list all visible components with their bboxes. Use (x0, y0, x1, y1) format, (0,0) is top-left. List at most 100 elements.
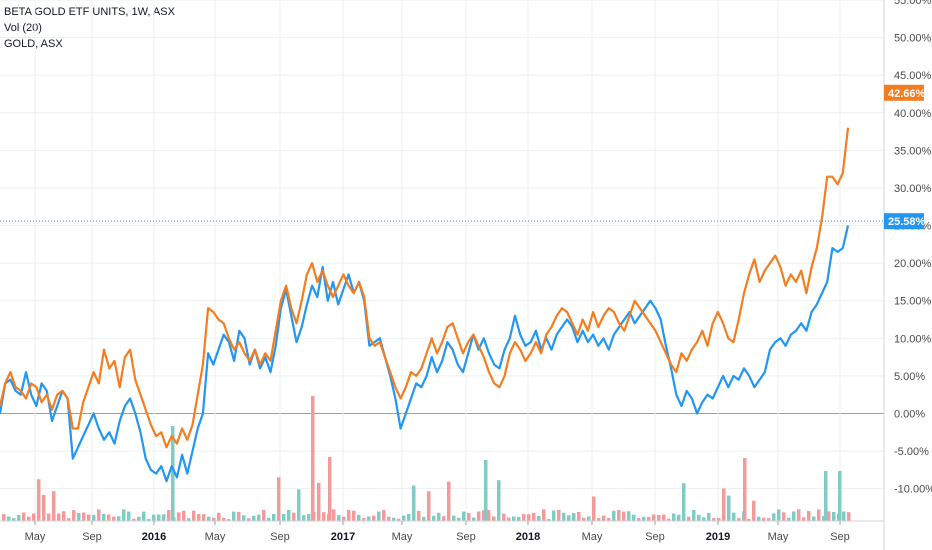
volume-bar (542, 509, 546, 521)
y-tick-label: -10.00% (894, 484, 932, 496)
y-tick-label: 10.00% (894, 333, 932, 345)
volume-bar (182, 510, 186, 521)
volume-bar (687, 516, 691, 521)
volume-bar (652, 514, 656, 521)
x-tick-label: May (768, 531, 789, 543)
legend-symbol: BETA GOLD ETF UNITS, 1W, ASX (4, 6, 175, 18)
volume-bar (532, 512, 536, 521)
volume-bar (372, 515, 376, 521)
volume-bar (32, 513, 36, 521)
time-axis[interactable]: May Sep 2016 May Sep 2017 May Sep 2018 May Sep 2019… (0, 520, 884, 543)
volume-bar (297, 489, 301, 521)
volume-bar (712, 518, 716, 521)
volume-bar (207, 516, 211, 521)
volume-bar (227, 518, 231, 521)
volume-bar (97, 509, 101, 521)
volume-bar (442, 516, 446, 521)
volume-bar (57, 513, 61, 521)
series-line (0, 127, 850, 449)
volume-bar (717, 518, 721, 521)
price-axis[interactable]: 55.00%50.00%45.00%40.00%35.00%30.00%25.0… (883, 0, 932, 550)
volume-bar (517, 516, 521, 521)
volume-bar (727, 495, 731, 521)
chart-grid (0, 0, 884, 521)
volume-bar (752, 500, 756, 521)
volume-bar (397, 518, 401, 521)
legend-volume: Vol (20) (4, 22, 42, 34)
volume-bar (27, 516, 31, 521)
volume-bar (152, 514, 156, 521)
volume-bar (537, 515, 541, 521)
volume-bar (642, 516, 646, 521)
volume-bar (67, 518, 71, 521)
x-tick-label: May (392, 531, 413, 543)
volume-bar (743, 458, 747, 521)
volume-bar (162, 514, 166, 521)
volume-bar (72, 510, 76, 521)
volume-bar (307, 513, 311, 521)
volume-bar (547, 518, 551, 521)
volume-bar (22, 512, 26, 521)
volume-bar (42, 494, 46, 521)
volume-bar (252, 515, 256, 521)
volume-bar (812, 516, 816, 521)
volume-bar (132, 518, 136, 521)
volume-bar (482, 510, 486, 521)
volume-bar (212, 517, 216, 521)
volume-bar (322, 512, 326, 521)
volume-bar (512, 516, 516, 521)
volume-bar (757, 516, 761, 521)
volume-bar (187, 518, 191, 521)
volume-bar (357, 514, 361, 521)
volume-bar (484, 460, 488, 521)
volume-bar (452, 515, 456, 521)
volume-bar (602, 515, 606, 521)
volume-bar (822, 515, 826, 521)
volume-bar (192, 510, 196, 521)
volume-bar (467, 512, 471, 521)
volume-bar (287, 509, 291, 521)
volume-bar (267, 517, 271, 521)
last-value-label: 42.66% (888, 88, 926, 100)
volume-bar (52, 491, 56, 521)
volume-bar (617, 510, 621, 521)
y-tick-label: 5.00% (894, 371, 925, 383)
x-tick-label: Sep (645, 531, 665, 543)
volume-bar (82, 512, 86, 521)
y-tick-label: 15.00% (894, 296, 932, 308)
volume-bar (302, 515, 306, 521)
volume-bar (222, 517, 226, 521)
volume-bar (242, 515, 246, 521)
volume-bar (12, 518, 16, 521)
volume-bar (697, 514, 701, 521)
volume-bar (707, 513, 711, 521)
volume-bar (92, 514, 96, 521)
volume-bar (817, 509, 821, 521)
x-tick-label: 2018 (516, 531, 540, 543)
volume-bar (577, 511, 581, 521)
volume-bar (502, 513, 506, 521)
last-value-badge (884, 84, 924, 101)
y-tick-label: 45.00% (894, 70, 932, 82)
last-value-badges: 42.66% 25.58% (884, 84, 926, 230)
volume-bar (247, 518, 251, 521)
volume-bar (362, 518, 366, 521)
volume-bar (782, 512, 786, 521)
volume-bar (272, 514, 276, 521)
y-tick-label: 20.00% (894, 258, 932, 270)
volume-bar (612, 510, 616, 521)
volume-bar (392, 517, 396, 521)
volume-bar (402, 515, 406, 521)
volume-bar (17, 514, 21, 521)
volume-bar (167, 510, 171, 521)
volume-bar (702, 517, 706, 521)
volume-bar (497, 480, 501, 521)
volume-bar (112, 516, 116, 521)
volume-bar (838, 471, 842, 521)
chart-legend: BETA GOLD ETF UNITS, 1W, ASX Vol (20) GO… (4, 4, 175, 52)
volume-bar (772, 513, 776, 521)
volume-bar (672, 513, 676, 521)
volume-bar (747, 518, 751, 521)
volume-bar (842, 511, 846, 521)
